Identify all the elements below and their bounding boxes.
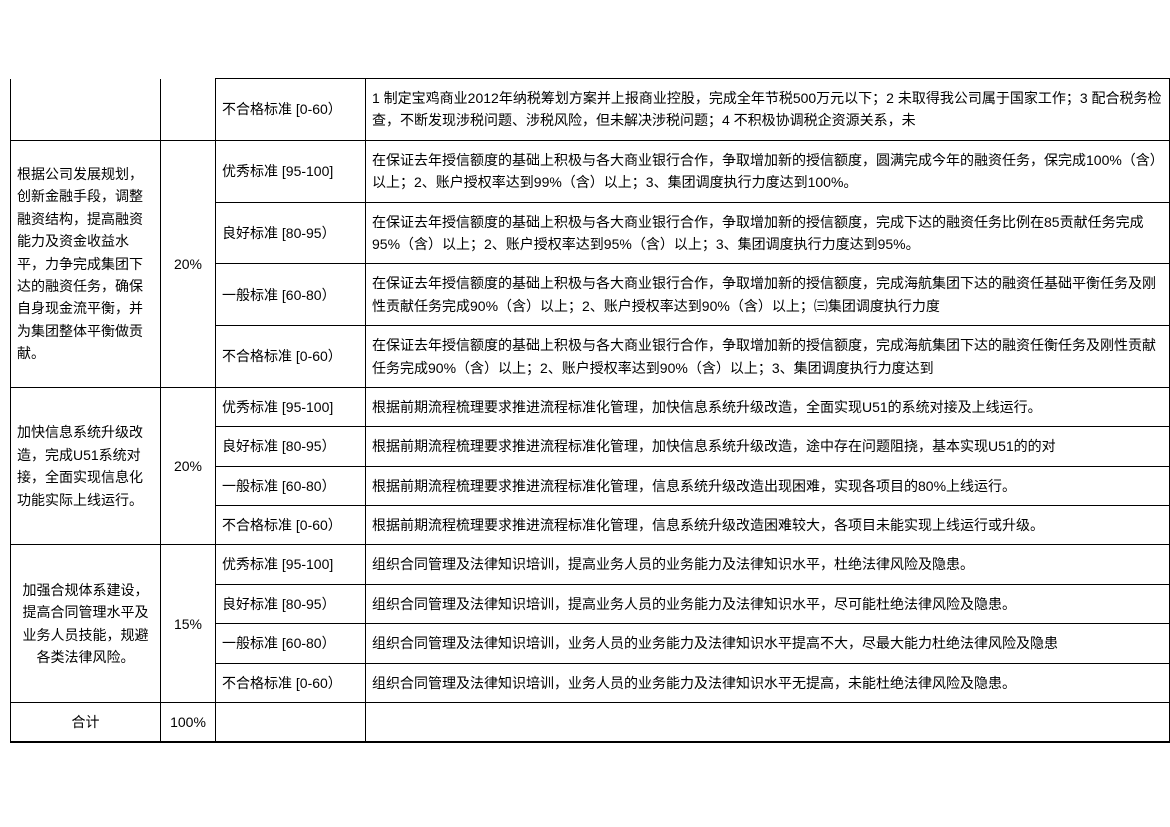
desc-cell: 根据前期流程梳理要求推进流程标准化管理，加快信息系统升级改造，全面实现U51的系…	[366, 387, 1170, 426]
desc-cell: 在保证去年授信额度的基础上积极与各大商业银行合作，争取增加新的授信额度，完成海航…	[366, 264, 1170, 326]
criteria-cell: 根据公司发展规划，创新金融手段，调整融资结构，提高融资能力及资金收益水平，力争完…	[11, 140, 161, 387]
desc-cell: 1 制定宝鸡商业2012年纳税筹划方案并上报商业控股，完成全年节税500万元以下…	[366, 79, 1170, 141]
table-row: 根据公司发展规划，创新金融手段，调整融资结构，提高融资能力及资金收益水平，力争完…	[11, 140, 1170, 202]
level-cell: 不合格标准 [0-60）	[216, 663, 366, 702]
desc-cell: 根据前期流程梳理要求推进流程标准化管理，信息系统升级改造困难较大，各项目未能实现…	[366, 506, 1170, 545]
evaluation-table: 不合格标准 [0-60） 1 制定宝鸡商业2012年纳税筹划方案并上报商业控股，…	[10, 78, 1170, 743]
level-cell: 良好标准 [80-95）	[216, 202, 366, 264]
level-cell: 良好标准 [80-95）	[216, 427, 366, 466]
total-empty-desc	[366, 703, 1170, 743]
level-cell: 不合格标准 [0-60）	[216, 506, 366, 545]
level-cell: 优秀标准 [95-100]	[216, 140, 366, 202]
total-weight: 100%	[161, 703, 216, 743]
page: 不合格标准 [0-60） 1 制定宝鸡商业2012年纳税筹划方案并上报商业控股，…	[0, 0, 1170, 827]
table-row: 加强合规体系建设，提高合同管理水平及业务人员技能，规避各类法律风险。 15% 优…	[11, 545, 1170, 584]
weight-cell-empty	[161, 79, 216, 141]
weight-cell: 20%	[161, 140, 216, 387]
weight-cell: 20%	[161, 387, 216, 545]
desc-cell: 根据前期流程梳理要求推进流程标准化管理，加快信息系统升级改造，途中存在问题阻挠，…	[366, 427, 1170, 466]
desc-cell: 在保证去年授信额度的基础上积极与各大商业银行合作，争取增加新的授信额度，完成下达…	[366, 202, 1170, 264]
desc-cell: 组织合同管理及法律知识培训，提高业务人员的业务能力及法律知识水平，尽可能杜绝法律…	[366, 584, 1170, 623]
weight-cell: 15%	[161, 545, 216, 703]
level-cell: 一般标准 [60-80）	[216, 466, 366, 505]
total-empty-level	[216, 703, 366, 743]
desc-cell: 在保证去年授信额度的基础上积极与各大商业银行合作，争取增加新的授信额度，完成海航…	[366, 326, 1170, 388]
level-cell: 一般标准 [60-80）	[216, 624, 366, 663]
desc-cell: 根据前期流程梳理要求推进流程标准化管理，信息系统升级改造出现困难，实现各项目的8…	[366, 466, 1170, 505]
level-cell: 优秀标准 [95-100]	[216, 387, 366, 426]
desc-cell: 组织合同管理及法律知识培训，业务人员的业务能力及法律知识水平提高不大，尽最大能力…	[366, 624, 1170, 663]
level-cell: 不合格标准 [0-60）	[216, 79, 366, 141]
table-body: 不合格标准 [0-60） 1 制定宝鸡商业2012年纳税筹划方案并上报商业控股，…	[11, 79, 1170, 743]
desc-cell: 组织合同管理及法律知识培训，提高业务人员的业务能力及法律知识水平，杜绝法律风险及…	[366, 545, 1170, 584]
desc-cell: 在保证去年授信额度的基础上积极与各大商业银行合作，争取增加新的授信额度，圆满完成…	[366, 140, 1170, 202]
level-cell: 不合格标准 [0-60）	[216, 326, 366, 388]
criteria-cell-empty	[11, 79, 161, 141]
table-row: 加快信息系统升级改造，完成U51系统对接，全面实现信息化功能实际上线运行。 20…	[11, 387, 1170, 426]
table-row: 不合格标准 [0-60） 1 制定宝鸡商业2012年纳税筹划方案并上报商业控股，…	[11, 79, 1170, 141]
total-row: 合计 100%	[11, 703, 1170, 743]
desc-cell: 组织合同管理及法律知识培训，业务人员的业务能力及法律知识水平无提高，未能杜绝法律…	[366, 663, 1170, 702]
level-cell: 良好标准 [80-95）	[216, 584, 366, 623]
level-cell: 优秀标准 [95-100]	[216, 545, 366, 584]
level-cell: 一般标准 [60-80）	[216, 264, 366, 326]
total-label: 合计	[11, 703, 161, 743]
criteria-cell: 加强合规体系建设，提高合同管理水平及业务人员技能，规避各类法律风险。	[11, 545, 161, 703]
criteria-cell: 加快信息系统升级改造，完成U51系统对接，全面实现信息化功能实际上线运行。	[11, 387, 161, 545]
